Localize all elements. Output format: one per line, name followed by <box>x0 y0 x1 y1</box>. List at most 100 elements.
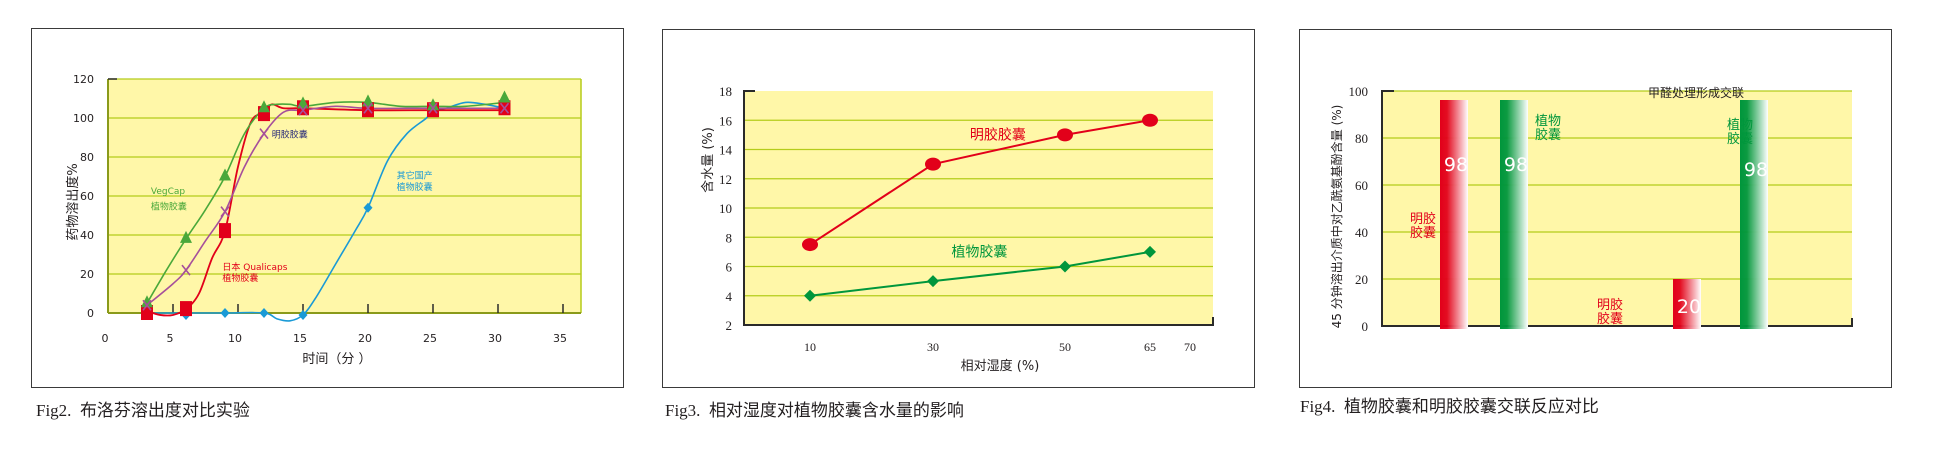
bar-series-label: 胶囊 <box>1410 225 1436 241</box>
triangle-marker <box>219 168 231 181</box>
bar-series-label: 明胶 <box>1410 211 1436 227</box>
y-tick-label: 20 <box>80 268 94 281</box>
y-tick-label: 40 <box>80 229 94 242</box>
y-tick-label: 80 <box>1355 131 1368 146</box>
axes <box>1381 90 1853 327</box>
y-axis-title: 药物溶出度% <box>65 163 81 240</box>
diamond-marker <box>804 289 816 302</box>
x-tick-label: 10 <box>804 340 816 354</box>
triangle-marker <box>180 230 192 243</box>
y-tick-label: 60 <box>80 190 94 203</box>
x-tick-label: 70 <box>1184 340 1196 354</box>
y-tick-label: 80 <box>80 151 94 164</box>
series-label: 植物胶囊 <box>951 243 1007 260</box>
figure-3-title: 相对湿度对植物胶囊含水量的影响 <box>708 401 964 420</box>
circle-marker <box>802 238 818 252</box>
diamond-marker <box>927 275 939 288</box>
x-tick-label: 15 <box>293 332 307 345</box>
x-tick-label: 50 <box>1059 340 1071 354</box>
diamond-marker <box>363 202 373 213</box>
series-label: 植物胶囊 <box>222 272 258 284</box>
y-tick-label: 4 <box>726 289 733 304</box>
y-tick-label: 40 <box>1355 225 1368 240</box>
x-tick-label: 65 <box>1144 340 1156 354</box>
y-tick-label: 10 <box>719 201 732 216</box>
diamond-marker <box>1059 260 1071 273</box>
bar <box>1673 279 1701 329</box>
x-tick-label: 35 <box>553 332 567 345</box>
figure-4-caption: Fig4. 植物胶囊和明胶胶囊交联反应对比 <box>1300 392 1599 417</box>
y-tick-label: 2 <box>726 318 733 333</box>
figure-2-label: Fig2. <box>36 401 72 420</box>
triangle-marker <box>427 98 439 111</box>
bar-value-label: 98 <box>1744 159 1768 181</box>
x-tick-label: 10 <box>228 332 242 345</box>
bar-value-label: 98 <box>1504 154 1528 176</box>
series-label: VegCap <box>151 187 186 197</box>
diamond-marker <box>298 309 308 320</box>
diamond-marker <box>220 308 230 318</box>
y-tick-label: 16 <box>719 113 733 128</box>
y-tick-label: 0 <box>87 307 94 320</box>
y-tick-label: 20 <box>1355 272 1368 287</box>
triangle-marker <box>498 90 511 103</box>
circle-marker <box>925 157 941 171</box>
series-line <box>809 119 1151 246</box>
square-marker <box>219 223 231 239</box>
bar-series-label: 胶囊 <box>1727 131 1753 147</box>
x-marker <box>220 206 230 218</box>
series-label: 明胶胶囊 <box>970 126 1026 143</box>
y-tick-label: 8 <box>726 230 733 245</box>
circle-marker <box>1057 128 1073 142</box>
x-marker <box>142 299 152 311</box>
figure-4-title: 植物胶囊和明胶胶囊交联反应对比 <box>1343 397 1599 416</box>
y-tick-label: 14 <box>719 143 733 158</box>
y-tick-label: 120 <box>73 73 94 86</box>
bar <box>1500 100 1528 329</box>
x-tick-label: 30 <box>488 332 502 345</box>
triangle-marker <box>141 295 153 308</box>
series-label: 植物胶囊 <box>151 201 187 213</box>
series-label: 日本 Qualicaps <box>222 261 287 273</box>
figure-2-caption: Fig2. 布洛芬溶出度对比实验 <box>36 396 250 421</box>
x-axis-title: 相对湿度 (%) <box>961 358 1040 374</box>
bar-series-label: 明胶 <box>1597 297 1623 313</box>
x-marker <box>363 102 373 114</box>
x-marker <box>181 264 191 276</box>
series-line <box>809 250 1151 297</box>
bar-value-label: 98 <box>1444 154 1468 176</box>
y-tick-label: 0 <box>1362 319 1369 334</box>
series-label: 其它国产 <box>397 169 433 181</box>
x-tick-label: 30 <box>927 340 939 354</box>
bar-value-label: 20 <box>1677 296 1701 318</box>
y-axis-title: 45 分钟溶出介质中对乙酰氨基酚含量 (%) <box>1329 105 1344 329</box>
bar-series-label: 植物 <box>1727 118 1753 133</box>
y-tick-label: 12 <box>719 172 732 187</box>
bar <box>1740 100 1768 329</box>
x-tick-label: 0 <box>102 332 109 345</box>
bar-series-label: 胶囊 <box>1535 127 1561 143</box>
y-tick-label: 6 <box>726 260 733 275</box>
circle-marker <box>1142 113 1158 127</box>
y-tick-label: 18 <box>719 84 732 99</box>
group-label: 甲醛处理形成交联 <box>1648 85 1744 100</box>
bar-series-label: 植物 <box>1535 114 1561 129</box>
x-tick-label: 25 <box>423 332 437 345</box>
x-tick-label: 5 <box>167 332 174 345</box>
x-marker <box>428 102 438 114</box>
series-line <box>146 101 505 304</box>
x-marker <box>499 102 510 114</box>
y-tick-label: 100 <box>73 112 94 125</box>
y-axis-title: 含水量 (%) <box>700 127 716 193</box>
bar-series-label: 胶囊 <box>1597 311 1623 327</box>
series-label: 明胶胶囊 <box>272 129 308 141</box>
series-label: 植物胶囊 <box>397 181 433 193</box>
diamond-marker <box>259 308 269 318</box>
figure-3-caption: Fig3. 相对湿度对植物胶囊含水量的影响 <box>665 396 964 421</box>
figure-3-label: Fig3. <box>665 401 701 420</box>
x-axis-title: 时间（分 ） <box>302 352 371 367</box>
y-tick-label: 60 <box>1355 178 1368 193</box>
